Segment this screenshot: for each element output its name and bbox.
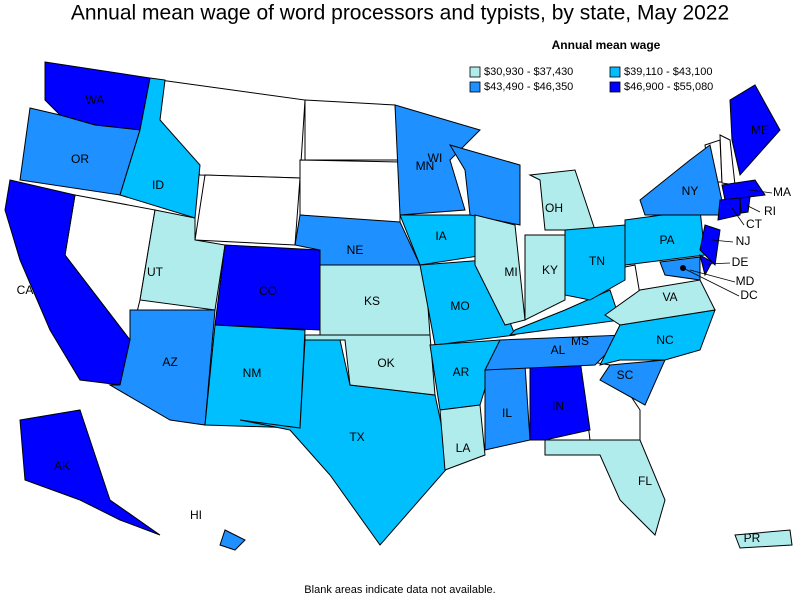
state	[19, 409, 161, 536]
state-label: AR	[453, 365, 470, 379]
state-label: OK	[377, 356, 394, 370]
blank-state	[304, 99, 401, 161]
state	[729, 84, 781, 177]
state	[304, 334, 436, 396]
state	[508, 289, 621, 336]
state	[108, 309, 216, 426]
legend-label: $30,930 - $37,430	[484, 66, 573, 78]
state-label: MO	[450, 299, 469, 313]
state	[699, 224, 721, 267]
state-label: DC	[740, 288, 758, 302]
state-label: AZ	[162, 355, 177, 369]
state	[544, 439, 666, 536]
state-label: KS	[364, 294, 380, 308]
state-label: IL	[502, 406, 512, 420]
leader-line	[689, 269, 736, 283]
state-label: CT	[746, 217, 763, 231]
state-label: UT	[147, 265, 164, 279]
state-label: FL	[638, 474, 652, 488]
state-label: PA	[659, 233, 674, 247]
state	[119, 77, 201, 219]
state	[659, 256, 701, 281]
state	[564, 224, 626, 301]
state	[439, 404, 486, 471]
state	[739, 196, 751, 214]
state-label: VA	[662, 290, 677, 304]
state	[524, 234, 566, 321]
map-title: Annual mean wage of word processors and …	[71, 2, 729, 25]
state-label: MI	[504, 265, 517, 279]
legend-label: $43,490 - $46,350	[484, 81, 573, 93]
state-label: IN	[552, 399, 564, 413]
state-label: KY	[542, 263, 558, 277]
state-label: ME	[751, 123, 769, 137]
state-label: WI	[428, 151, 443, 165]
state-label: IA	[435, 229, 446, 243]
state-label: NY	[682, 184, 699, 198]
state	[394, 104, 481, 216]
state	[239, 339, 451, 546]
state-label: AK	[54, 459, 70, 473]
state	[4, 179, 131, 386]
state-label: NC	[656, 333, 674, 347]
state-label: CA	[17, 283, 34, 297]
legend: $30,930 - $37,430 $39,110 - $43,100 $43,49…	[469, 66, 713, 93]
legend-label: $39,110 - $43,100	[624, 66, 712, 78]
legend-swatch	[609, 81, 621, 93]
blank-state	[299, 159, 401, 226]
state-label: NM	[243, 366, 262, 380]
legend-swatch	[469, 66, 481, 78]
state-label: AL	[551, 343, 566, 357]
state	[219, 529, 246, 551]
state	[717, 197, 741, 221]
state-label: NE	[347, 243, 364, 257]
leader-line	[731, 207, 745, 226]
state-label: TN	[589, 254, 605, 268]
state	[474, 214, 526, 326]
state	[528, 169, 596, 231]
state	[639, 144, 726, 216]
leader-line	[749, 189, 773, 194]
state-label: OR	[71, 152, 89, 166]
state-label: WA	[86, 93, 105, 107]
legend-swatch	[609, 66, 621, 78]
state-label: PR	[744, 531, 761, 545]
state-label: ID	[152, 178, 164, 192]
state	[448, 144, 521, 226]
legend-title: Annual mean wage	[552, 38, 661, 52]
legend-swatch	[469, 81, 481, 93]
footnote: Blank areas indicate data not available.	[304, 584, 495, 596]
state-label: CO	[259, 284, 277, 298]
state	[604, 279, 716, 326]
state-labels: WA OR CA ID UT AZ CO NM TX NE KS OK MN IA MO AR LA WI IL MI…	[17, 93, 791, 545]
state-label: LA	[456, 441, 471, 455]
state	[599, 359, 666, 406]
state-label: MS	[571, 334, 589, 348]
leader-line	[682, 267, 740, 297]
state-label: HI	[190, 508, 202, 522]
state-label: DE	[732, 255, 749, 269]
states	[4, 61, 793, 551]
leader-line	[711, 239, 734, 243]
state-label: MN	[416, 159, 435, 173]
state	[721, 179, 766, 201]
state-label: RI	[764, 204, 776, 218]
state-label: TX	[349, 430, 364, 444]
state-label: NJ	[736, 234, 751, 248]
state-label: MD	[736, 274, 755, 288]
leader-line	[706, 262, 731, 265]
state-label: OH	[545, 201, 563, 215]
leader-line	[745, 204, 761, 213]
state	[734, 529, 793, 549]
state-label: MA	[773, 185, 791, 199]
state	[699, 253, 713, 277]
state	[484, 334, 627, 371]
legend-label: $46,900 - $55,080	[624, 81, 713, 93]
state-label: SC	[617, 368, 634, 382]
blank-state	[194, 174, 301, 246]
